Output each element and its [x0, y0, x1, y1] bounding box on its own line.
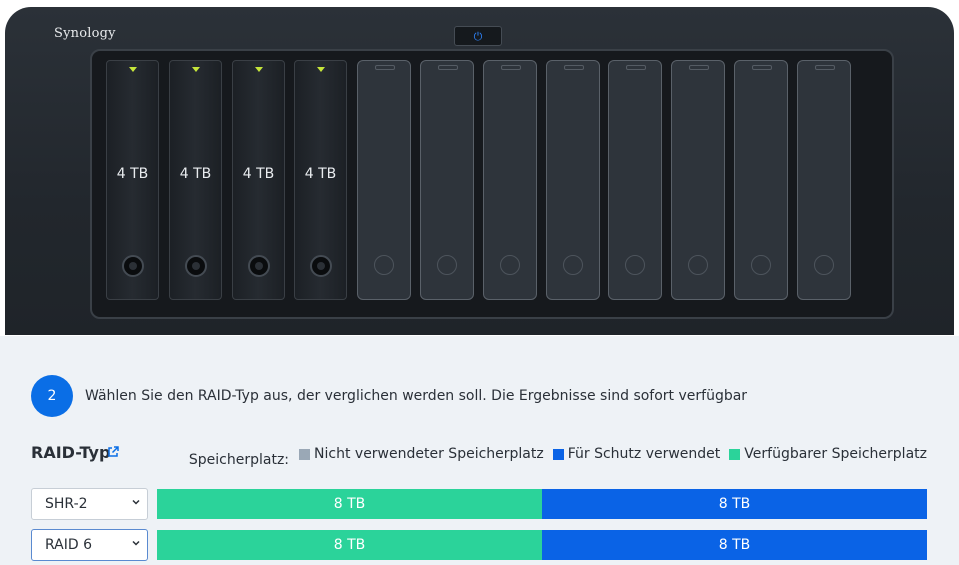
storage-bar-2: 8 TB 8 TB	[157, 530, 927, 560]
step-instruction: Wählen Sie den RAID-Typ aus, der verglic…	[85, 388, 748, 404]
power-button[interactable]: ⏻	[454, 26, 502, 46]
available-segment: 8 TB	[157, 489, 542, 519]
drive-capacity: 4 TB	[116, 166, 149, 182]
drive-bay-2[interactable]: 4 TB	[169, 60, 222, 300]
bay-lock-icon	[751, 255, 771, 275]
bay-lock-icon	[437, 255, 457, 275]
legend-protection: Für Schutz verwendet	[552, 446, 721, 462]
drive-bay-4[interactable]: 4 TB	[294, 60, 347, 300]
status-led-icon	[129, 67, 137, 72]
external-link-icon[interactable]	[107, 446, 119, 458]
empty-bay-8[interactable]	[546, 60, 600, 300]
empty-bay-10[interactable]	[671, 60, 725, 300]
legend-available: Verfügbarer Speicherplatz	[729, 446, 927, 462]
status-led-icon	[255, 67, 263, 72]
drive-lock-icon	[248, 255, 270, 277]
power-icon: ⏻	[473, 29, 483, 43]
bay-notch	[564, 65, 584, 70]
drive-capacity: 4 TB	[179, 166, 212, 182]
drive-lock-icon	[122, 255, 144, 277]
bay-notch	[626, 65, 646, 70]
protection-value: 8 TB	[718, 537, 751, 553]
empty-bay-12[interactable]	[797, 60, 851, 300]
bay-notch	[375, 65, 395, 70]
bay-notch	[815, 65, 835, 70]
bay-notch	[752, 65, 772, 70]
drive-capacity: 4 TB	[242, 166, 275, 182]
drive-lock-icon	[185, 255, 207, 277]
raid-type-heading: RAID-Typ	[31, 443, 111, 462]
drive-capacity: 4 TB	[304, 166, 337, 182]
drive-bay-3[interactable]: 4 TB	[232, 60, 285, 300]
legend-swatch-protection	[552, 448, 564, 460]
available-value: 8 TB	[333, 496, 366, 512]
status-led-icon	[317, 67, 325, 72]
bay-notch	[438, 65, 458, 70]
empty-bay-9[interactable]	[608, 60, 662, 300]
legend-unused-label: Nicht verwendeter Speicherplatz	[314, 446, 544, 462]
drive-bay-1[interactable]: 4 TB	[106, 60, 159, 300]
raid-type-select-2[interactable]: RAID 6	[31, 529, 148, 561]
storage-legend: Speicherplatz: Nicht verwendeter Speiche…	[189, 446, 927, 468]
empty-bay-6[interactable]	[420, 60, 474, 300]
raid-type-value: RAID 6	[45, 537, 93, 553]
available-segment: 8 TB	[157, 530, 542, 560]
status-led-icon	[192, 67, 200, 72]
legend-protection-label: Für Schutz verwendet	[567, 446, 721, 462]
chevron-down-icon	[132, 499, 140, 505]
empty-bay-5[interactable]	[357, 60, 411, 300]
storage-bar-1: 8 TB 8 TB	[157, 489, 927, 519]
chevron-down-icon	[132, 540, 140, 546]
brand-logo: Synology	[54, 26, 116, 41]
protection-value: 8 TB	[718, 496, 751, 512]
bay-lock-icon	[625, 255, 645, 275]
bay-lock-icon	[814, 255, 834, 275]
legend-available-label: Verfügbarer Speicherplatz	[744, 446, 927, 462]
bay-notch	[689, 65, 709, 70]
available-value: 8 TB	[333, 537, 366, 553]
config-panel	[0, 336, 959, 565]
bay-lock-icon	[500, 255, 520, 275]
empty-bay-7[interactable]	[483, 60, 537, 300]
legend-swatch-unused	[299, 448, 311, 460]
nas-device: Synology ⏻ 4 TB 4 TB 4 TB 4 TB	[5, 7, 954, 335]
drive-lock-icon	[310, 255, 332, 277]
legend-swatch-available	[729, 448, 741, 460]
bay-lock-icon	[563, 255, 583, 275]
step-number: 2	[31, 375, 73, 417]
protection-segment: 8 TB	[542, 530, 927, 560]
legend-unused: Nicht verwendeter Speicherplatz	[299, 446, 544, 462]
empty-bay-11[interactable]	[734, 60, 788, 300]
protection-segment: 8 TB	[542, 489, 927, 519]
legend-label: Speicherplatz:	[188, 452, 290, 468]
bay-notch	[501, 65, 521, 70]
raid-type-value: SHR-2	[45, 496, 88, 512]
raid-type-select-1[interactable]: SHR-2	[31, 488, 148, 520]
bay-lock-icon	[374, 255, 394, 275]
bay-lock-icon	[688, 255, 708, 275]
